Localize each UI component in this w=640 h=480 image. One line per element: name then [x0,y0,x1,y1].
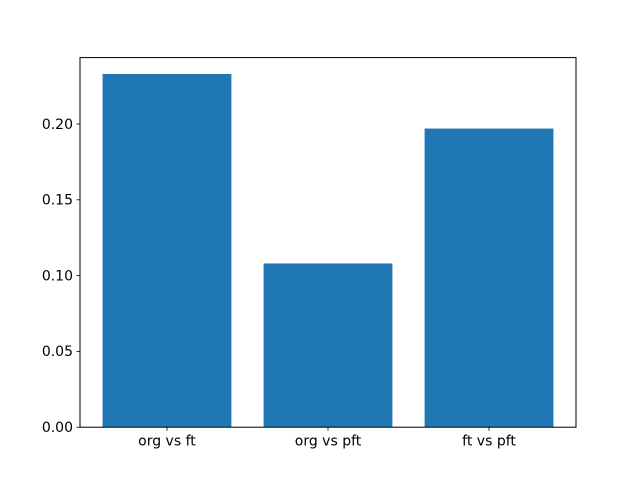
y-tick-label: 0.10 [42,268,73,284]
y-tick-label: 0.15 [42,193,73,209]
y-tick-label: 0.20 [42,117,73,133]
x-tick-label: org vs pft [295,434,362,450]
y-tick-label: 0.00 [42,420,73,436]
bar-org-vs-pft [263,263,393,428]
bar-ft-vs-pft [424,128,554,428]
y-tick-label: 0.05 [42,344,73,360]
plot-border [79,57,577,428]
x-tick-label: ft vs pft [462,434,516,450]
bar-org-vs-ft [102,73,232,428]
x-tick-label: org vs ft [138,434,196,450]
